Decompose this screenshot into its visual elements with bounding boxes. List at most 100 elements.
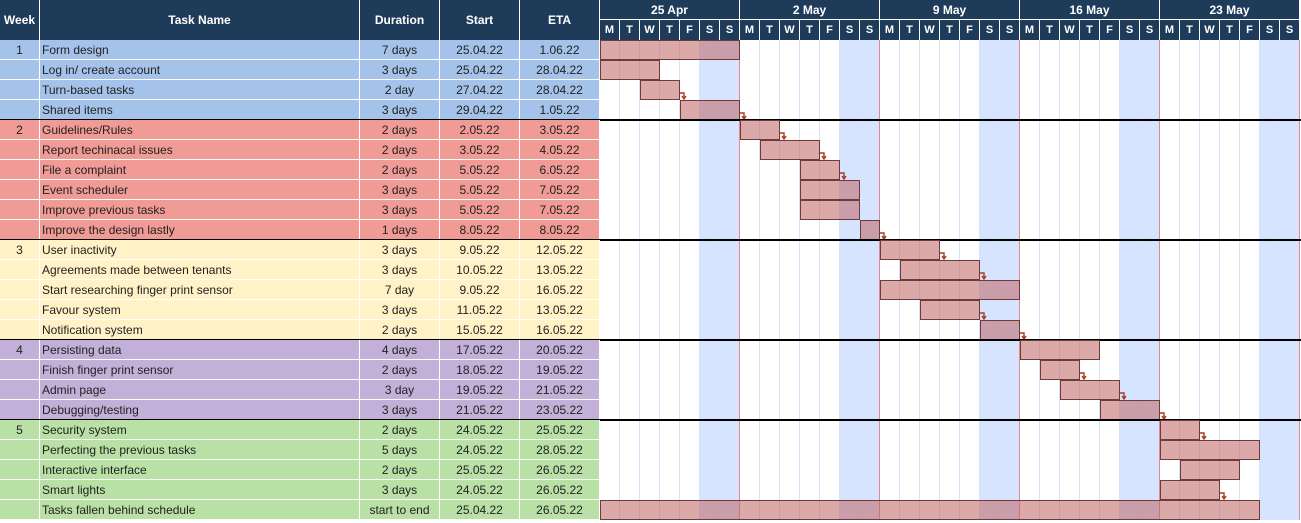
gantt-bar — [800, 200, 860, 220]
task-name: Log in/ create account — [40, 60, 360, 80]
task-name: Report techinacal issues — [40, 140, 360, 160]
task-name: Guidelines/Rules — [40, 120, 360, 140]
day-letter: M — [1160, 20, 1180, 40]
day-column — [1060, 40, 1080, 520]
task-row: Interactive interface 2 days 25.05.22 26.05… — [0, 460, 600, 480]
dependency-arrow-icon — [1200, 432, 1207, 440]
day-column — [1240, 40, 1260, 520]
task-name: Admin page — [40, 380, 360, 400]
task-start: 24.05.22 — [440, 420, 520, 440]
day-letter: W — [1200, 20, 1220, 40]
gantt-bar — [800, 160, 840, 180]
week-separator — [739, 40, 740, 520]
task-row: Perfecting the previous tasks 5 days 24.05… — [0, 440, 600, 460]
day-column — [1200, 40, 1220, 520]
day-column — [860, 40, 880, 520]
gantt-bar — [920, 300, 980, 320]
week-separator — [1159, 40, 1160, 520]
week-number — [0, 320, 40, 340]
task-eta: 21.05.22 — [520, 380, 600, 400]
week-number: 1 — [0, 40, 40, 60]
gantt-bar — [880, 240, 940, 260]
week-number — [0, 360, 40, 380]
week-number — [0, 100, 40, 120]
task-eta: 26.05.22 — [520, 460, 600, 480]
day-letter: S — [1260, 20, 1280, 40]
task-name-header: Task Name — [40, 0, 360, 40]
group-separator — [0, 419, 1301, 421]
task-start: 19.05.22 — [440, 380, 520, 400]
week-number — [0, 300, 40, 320]
dependency-arrow-icon — [980, 272, 987, 280]
day-letter: M — [600, 20, 620, 40]
day-letter: T — [660, 20, 680, 40]
task-start: 2.05.22 — [440, 120, 520, 140]
task-row: Report techinacal issues 2 days 3.05.22 4.0… — [0, 140, 600, 160]
task-duration: 3 days — [360, 260, 440, 280]
task-duration: 3 days — [360, 180, 440, 200]
task-eta: 28.04.22 — [520, 80, 600, 100]
day-letter: T — [1040, 20, 1060, 40]
group-separator — [0, 239, 1301, 241]
task-start: 21.05.22 — [440, 400, 520, 420]
task-start: 3.05.22 — [440, 140, 520, 160]
task-name: Start researching finger print sensor — [40, 280, 360, 300]
week-label: 2 May — [740, 0, 880, 20]
task-row: Turn-based tasks 2 day 27.04.22 28.04.22 — [0, 80, 600, 100]
week-number — [0, 440, 40, 460]
task-eta: 13.05.22 — [520, 300, 600, 320]
gantt-bar — [1020, 340, 1100, 360]
dependency-arrow-icon — [980, 312, 987, 320]
day-letter: S — [700, 20, 720, 40]
day-letter: W — [920, 20, 940, 40]
week-number — [0, 280, 40, 300]
task-row: 1 Form design 7 days 25.04.22 1.06.22 — [0, 40, 600, 60]
task-duration: 2 days — [360, 360, 440, 380]
day-column — [620, 40, 640, 520]
gantt-bar — [600, 40, 740, 60]
task-row: Start researching finger print sensor 7 d… — [0, 280, 600, 300]
week-number — [0, 380, 40, 400]
day-column — [1020, 40, 1040, 520]
task-eta: 25.05.22 — [520, 420, 600, 440]
gantt-bar — [680, 100, 740, 120]
week-number — [0, 80, 40, 100]
gantt-bar — [1160, 480, 1220, 500]
task-duration: 2 days — [360, 140, 440, 160]
day-column — [780, 40, 800, 520]
task-eta: 26.05.22 — [520, 500, 600, 520]
task-eta: 1.05.22 — [520, 100, 600, 120]
task-row: Notification system 2 days 15.05.22 16.05.2… — [0, 320, 600, 340]
task-eta: 13.05.22 — [520, 260, 600, 280]
task-start: 25.04.22 — [440, 500, 520, 520]
task-start: 5.05.22 — [440, 200, 520, 220]
day-letter: S — [1140, 20, 1160, 40]
week-number — [0, 160, 40, 180]
task-name: Form design — [40, 40, 360, 60]
day-letter: W — [780, 20, 800, 40]
day-letter: W — [640, 20, 660, 40]
gantt-bar — [1060, 380, 1120, 400]
task-eta: 7.05.22 — [520, 200, 600, 220]
gantt-bar — [760, 140, 820, 160]
task-eta: 20.05.22 — [520, 340, 600, 360]
dependency-arrow-icon — [1220, 492, 1227, 500]
day-column — [800, 40, 820, 520]
task-duration: 2 days — [360, 120, 440, 140]
task-eta: 16.05.22 — [520, 280, 600, 300]
day-column — [640, 40, 660, 520]
dependency-arrow-icon — [1080, 372, 1087, 380]
task-name: Smart lights — [40, 480, 360, 500]
week-number — [0, 460, 40, 480]
task-duration: 7 day — [360, 280, 440, 300]
task-start: 24.05.22 — [440, 480, 520, 500]
task-row: 2 Guidelines/Rules 2 days 2.05.22 3.05.22 — [0, 120, 600, 140]
day-column — [1280, 40, 1300, 520]
day-column — [1140, 40, 1160, 520]
task-row: 5 Security system 2 days 24.05.22 25.05.22 — [0, 420, 600, 440]
task-name: Persisting data — [40, 340, 360, 360]
task-row: Improve the design lastly 1 days 8.05.22 8.… — [0, 220, 600, 240]
task-eta: 6.05.22 — [520, 160, 600, 180]
task-duration: 2 day — [360, 80, 440, 100]
